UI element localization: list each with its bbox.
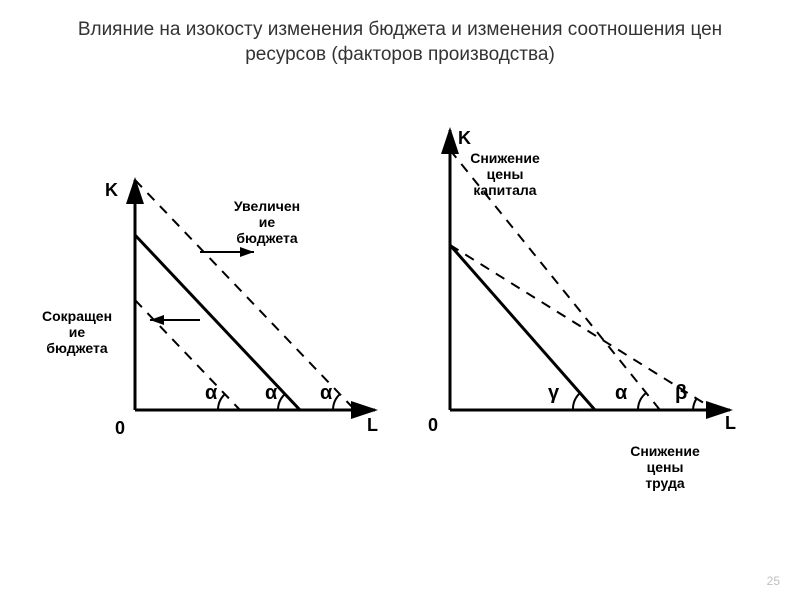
right-gamma: γ	[548, 382, 559, 405]
slide-number: 25	[767, 574, 780, 588]
right-chart	[0, 0, 800, 600]
right-alpha: α	[615, 382, 627, 405]
right-o-label: 0	[428, 415, 438, 436]
right-l-label: L	[725, 413, 736, 434]
right-angle-arc-beta	[693, 398, 697, 410]
right-line-solid	[450, 245, 595, 410]
right-angle-arc-alpha	[638, 393, 646, 410]
right-beta: β	[675, 382, 687, 405]
right-caption-labor: Снижение цены труда	[620, 443, 710, 491]
right-k-label: K	[458, 128, 471, 149]
right-caption-capital: Снижение цены капитала	[460, 150, 550, 198]
right-angle-arc-gamma	[573, 393, 580, 410]
